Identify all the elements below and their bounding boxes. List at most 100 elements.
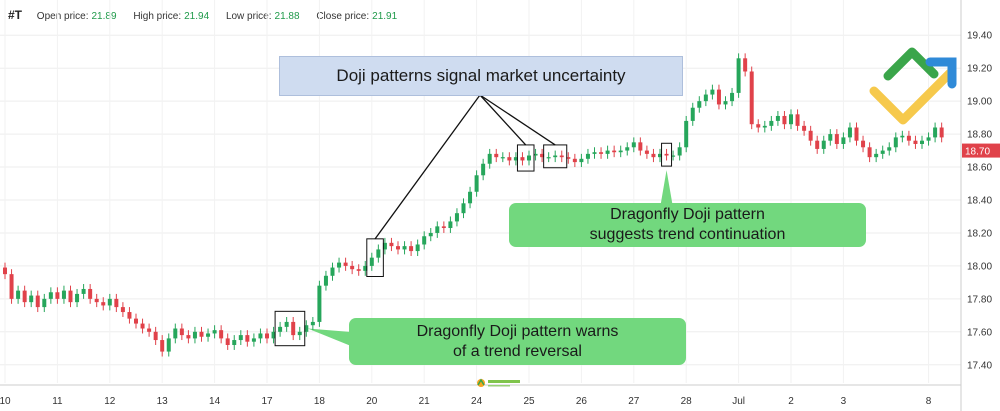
candle-body <box>664 153 669 156</box>
candle-body <box>107 298 112 306</box>
candle-body <box>867 147 872 158</box>
x-tick-label: 14 <box>209 396 221 407</box>
x-tick-label: 2 <box>788 396 794 407</box>
candle-body <box>474 175 479 192</box>
x-tick-label: 24 <box>471 396 483 407</box>
candle-body <box>789 114 793 125</box>
candle-body <box>736 58 741 93</box>
candle-body <box>762 125 767 128</box>
candle-body <box>644 150 649 154</box>
candle-body <box>481 163 486 176</box>
candle-body <box>585 153 590 159</box>
candle-body <box>828 134 833 141</box>
candle-body <box>120 307 125 313</box>
candle-body <box>546 157 551 159</box>
x-tick-label: 13 <box>157 396 169 407</box>
close-price-value: 21.91 <box>372 11 398 22</box>
candle-body <box>284 321 289 327</box>
candle-body <box>225 338 230 345</box>
candle-body <box>206 333 211 337</box>
candle-body <box>500 157 505 159</box>
candle-body <box>199 331 204 337</box>
candle-body <box>684 120 689 148</box>
candle-body <box>651 153 656 158</box>
x-tick-label: 17 <box>261 396 273 407</box>
candle-body <box>716 89 721 105</box>
pattern-highlights <box>274 142 673 347</box>
leader-line <box>479 94 556 146</box>
candle-body <box>422 236 427 245</box>
candle-body <box>186 335 191 339</box>
candle-body <box>599 152 604 154</box>
candle-body <box>68 290 73 303</box>
y-tick-label: 18.40 <box>967 196 992 207</box>
candle-body <box>520 157 525 161</box>
candle-body <box>219 330 224 339</box>
candle-body <box>75 293 80 303</box>
candle-body <box>16 290 21 299</box>
candle-body <box>402 246 407 250</box>
candle-body <box>212 330 217 334</box>
low-price-label: Low price: <box>225 11 272 22</box>
x-tick-label: 18 <box>314 396 326 407</box>
candle-body <box>605 150 610 154</box>
candle-body <box>153 331 158 341</box>
candle-body <box>533 153 538 156</box>
y-tick-label: 18.00 <box>967 261 992 272</box>
candle-body <box>841 137 846 144</box>
candle-body <box>376 249 381 258</box>
x-tick-label: 10 <box>0 396 11 407</box>
pattern-box <box>543 144 568 169</box>
candle-body <box>743 58 748 72</box>
candle-body <box>690 107 695 121</box>
candle-body <box>933 127 938 138</box>
candle-body <box>166 338 171 352</box>
leader-line <box>374 94 481 240</box>
candle-body <box>382 242 387 250</box>
candle-body <box>553 155 558 158</box>
candle-body <box>409 246 414 252</box>
candle-body <box>310 321 315 326</box>
candle-body <box>101 302 106 306</box>
candle-body <box>861 140 866 148</box>
y-tick-label: 17.60 <box>967 327 992 338</box>
callout-pointer <box>307 328 351 346</box>
candle-body <box>88 288 93 299</box>
candle-body <box>769 120 774 126</box>
candle-body <box>291 321 296 336</box>
candle-body <box>880 150 885 154</box>
candle-body <box>238 335 243 341</box>
callout-line: suggests trend continuation <box>589 226 786 243</box>
candle-body <box>920 140 924 144</box>
candle-body <box>487 153 492 164</box>
candle-body <box>677 147 682 156</box>
candle-body <box>559 155 564 158</box>
callout-pointer <box>660 170 673 205</box>
candle-body <box>697 101 702 108</box>
candle-body <box>448 221 453 229</box>
candle-body <box>671 155 676 157</box>
open-price-label: Open price: <box>36 11 89 22</box>
candle-body <box>441 226 446 229</box>
watermark-logo-icon <box>477 378 520 387</box>
x-tick-label: 27 <box>628 396 640 407</box>
candle-body <box>350 265 355 270</box>
candle-body <box>592 152 597 154</box>
candle-body <box>317 285 322 322</box>
candle-body <box>579 158 584 163</box>
candle-body <box>94 298 99 303</box>
candle-body <box>802 125 807 131</box>
candle-body <box>893 137 898 148</box>
x-tick-label: 3 <box>841 396 847 407</box>
candle-body <box>35 295 40 308</box>
dragonfly-reversal-callout: Dragonfly Doji pattern warns of a trend … <box>349 318 686 365</box>
candle-body <box>160 340 165 352</box>
candle-body <box>140 323 145 329</box>
candle-body <box>29 295 34 303</box>
x-tick-label: 12 <box>104 396 116 407</box>
candle-body <box>343 262 348 266</box>
candle-body <box>147 328 152 332</box>
candle-body <box>468 191 473 204</box>
candle-body <box>939 127 944 138</box>
x-axis: 10 11 12 13 14 17 18 20 21 24 25 26 27 28 Jul 2 3 8 <box>0 384 961 407</box>
